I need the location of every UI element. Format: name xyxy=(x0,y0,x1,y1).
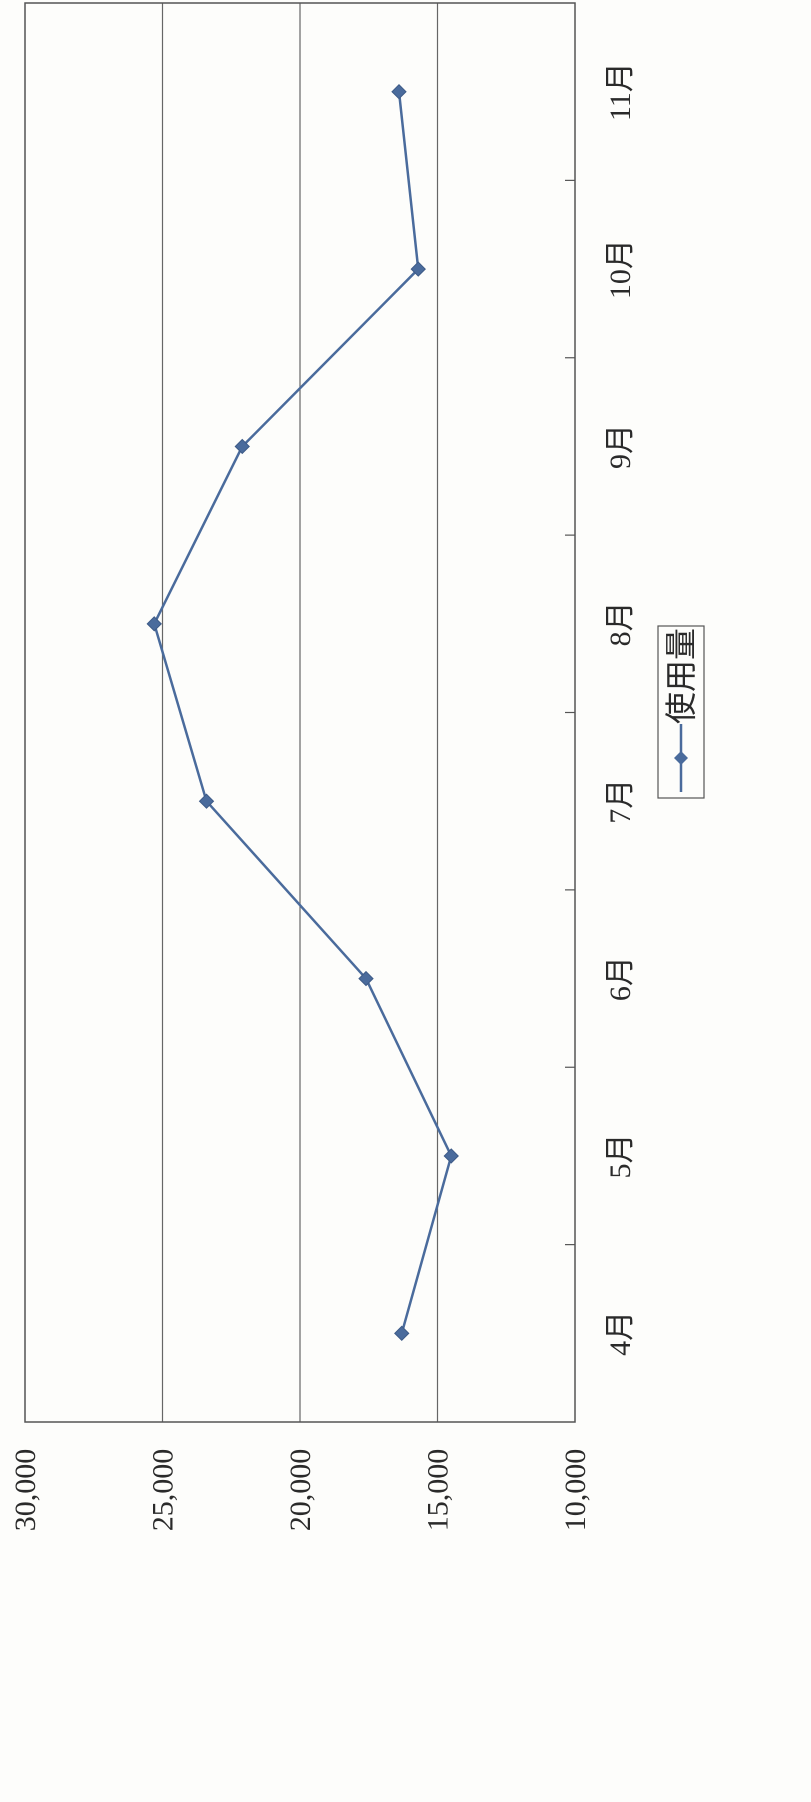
category-tick-label: 8月 xyxy=(604,601,637,646)
grid-lines xyxy=(161,3,439,1422)
data-point-marker xyxy=(410,261,426,277)
data-point-marker xyxy=(443,1148,459,1164)
category-tick-label: 5月 xyxy=(604,1133,637,1178)
value-tick-label: 20,000 xyxy=(284,1449,317,1532)
value-tick-label: 30,000 xyxy=(9,1449,42,1532)
category-tick-label: 10月 xyxy=(604,239,637,299)
data-point-marker xyxy=(198,793,215,809)
category-axis-labels: 4月 5月 6月 7月 8月 9月 10月 11月 xyxy=(604,62,637,1356)
data-point-marker xyxy=(394,1325,410,1342)
category-tick-label: 7月 xyxy=(604,779,637,824)
value-axis-labels: 10,000 15,000 20,000 25,000 30,000 xyxy=(9,1449,592,1532)
data-point-marker xyxy=(146,616,162,632)
legend: 使用量 xyxy=(657,625,705,799)
category-tick-label: 6月 xyxy=(604,956,637,1001)
category-ticks xyxy=(565,179,575,1246)
category-tick-label: 9月 xyxy=(604,424,637,469)
category-tick-label: 11月 xyxy=(604,62,637,121)
series-line-usage xyxy=(153,91,453,1334)
value-tick-label: 15,000 xyxy=(422,1449,455,1532)
legend-diamond-marker xyxy=(674,751,688,765)
series-usage xyxy=(146,83,459,1342)
value-tick-label: 25,000 xyxy=(147,1449,180,1532)
data-point-marker xyxy=(391,83,407,100)
category-tick-label: 4月 xyxy=(604,1311,637,1356)
value-tick-label: 10,000 xyxy=(559,1449,592,1532)
data-point-marker xyxy=(234,438,250,455)
legend-label-usage: 使用量 xyxy=(663,628,699,724)
data-point-marker xyxy=(358,970,374,987)
